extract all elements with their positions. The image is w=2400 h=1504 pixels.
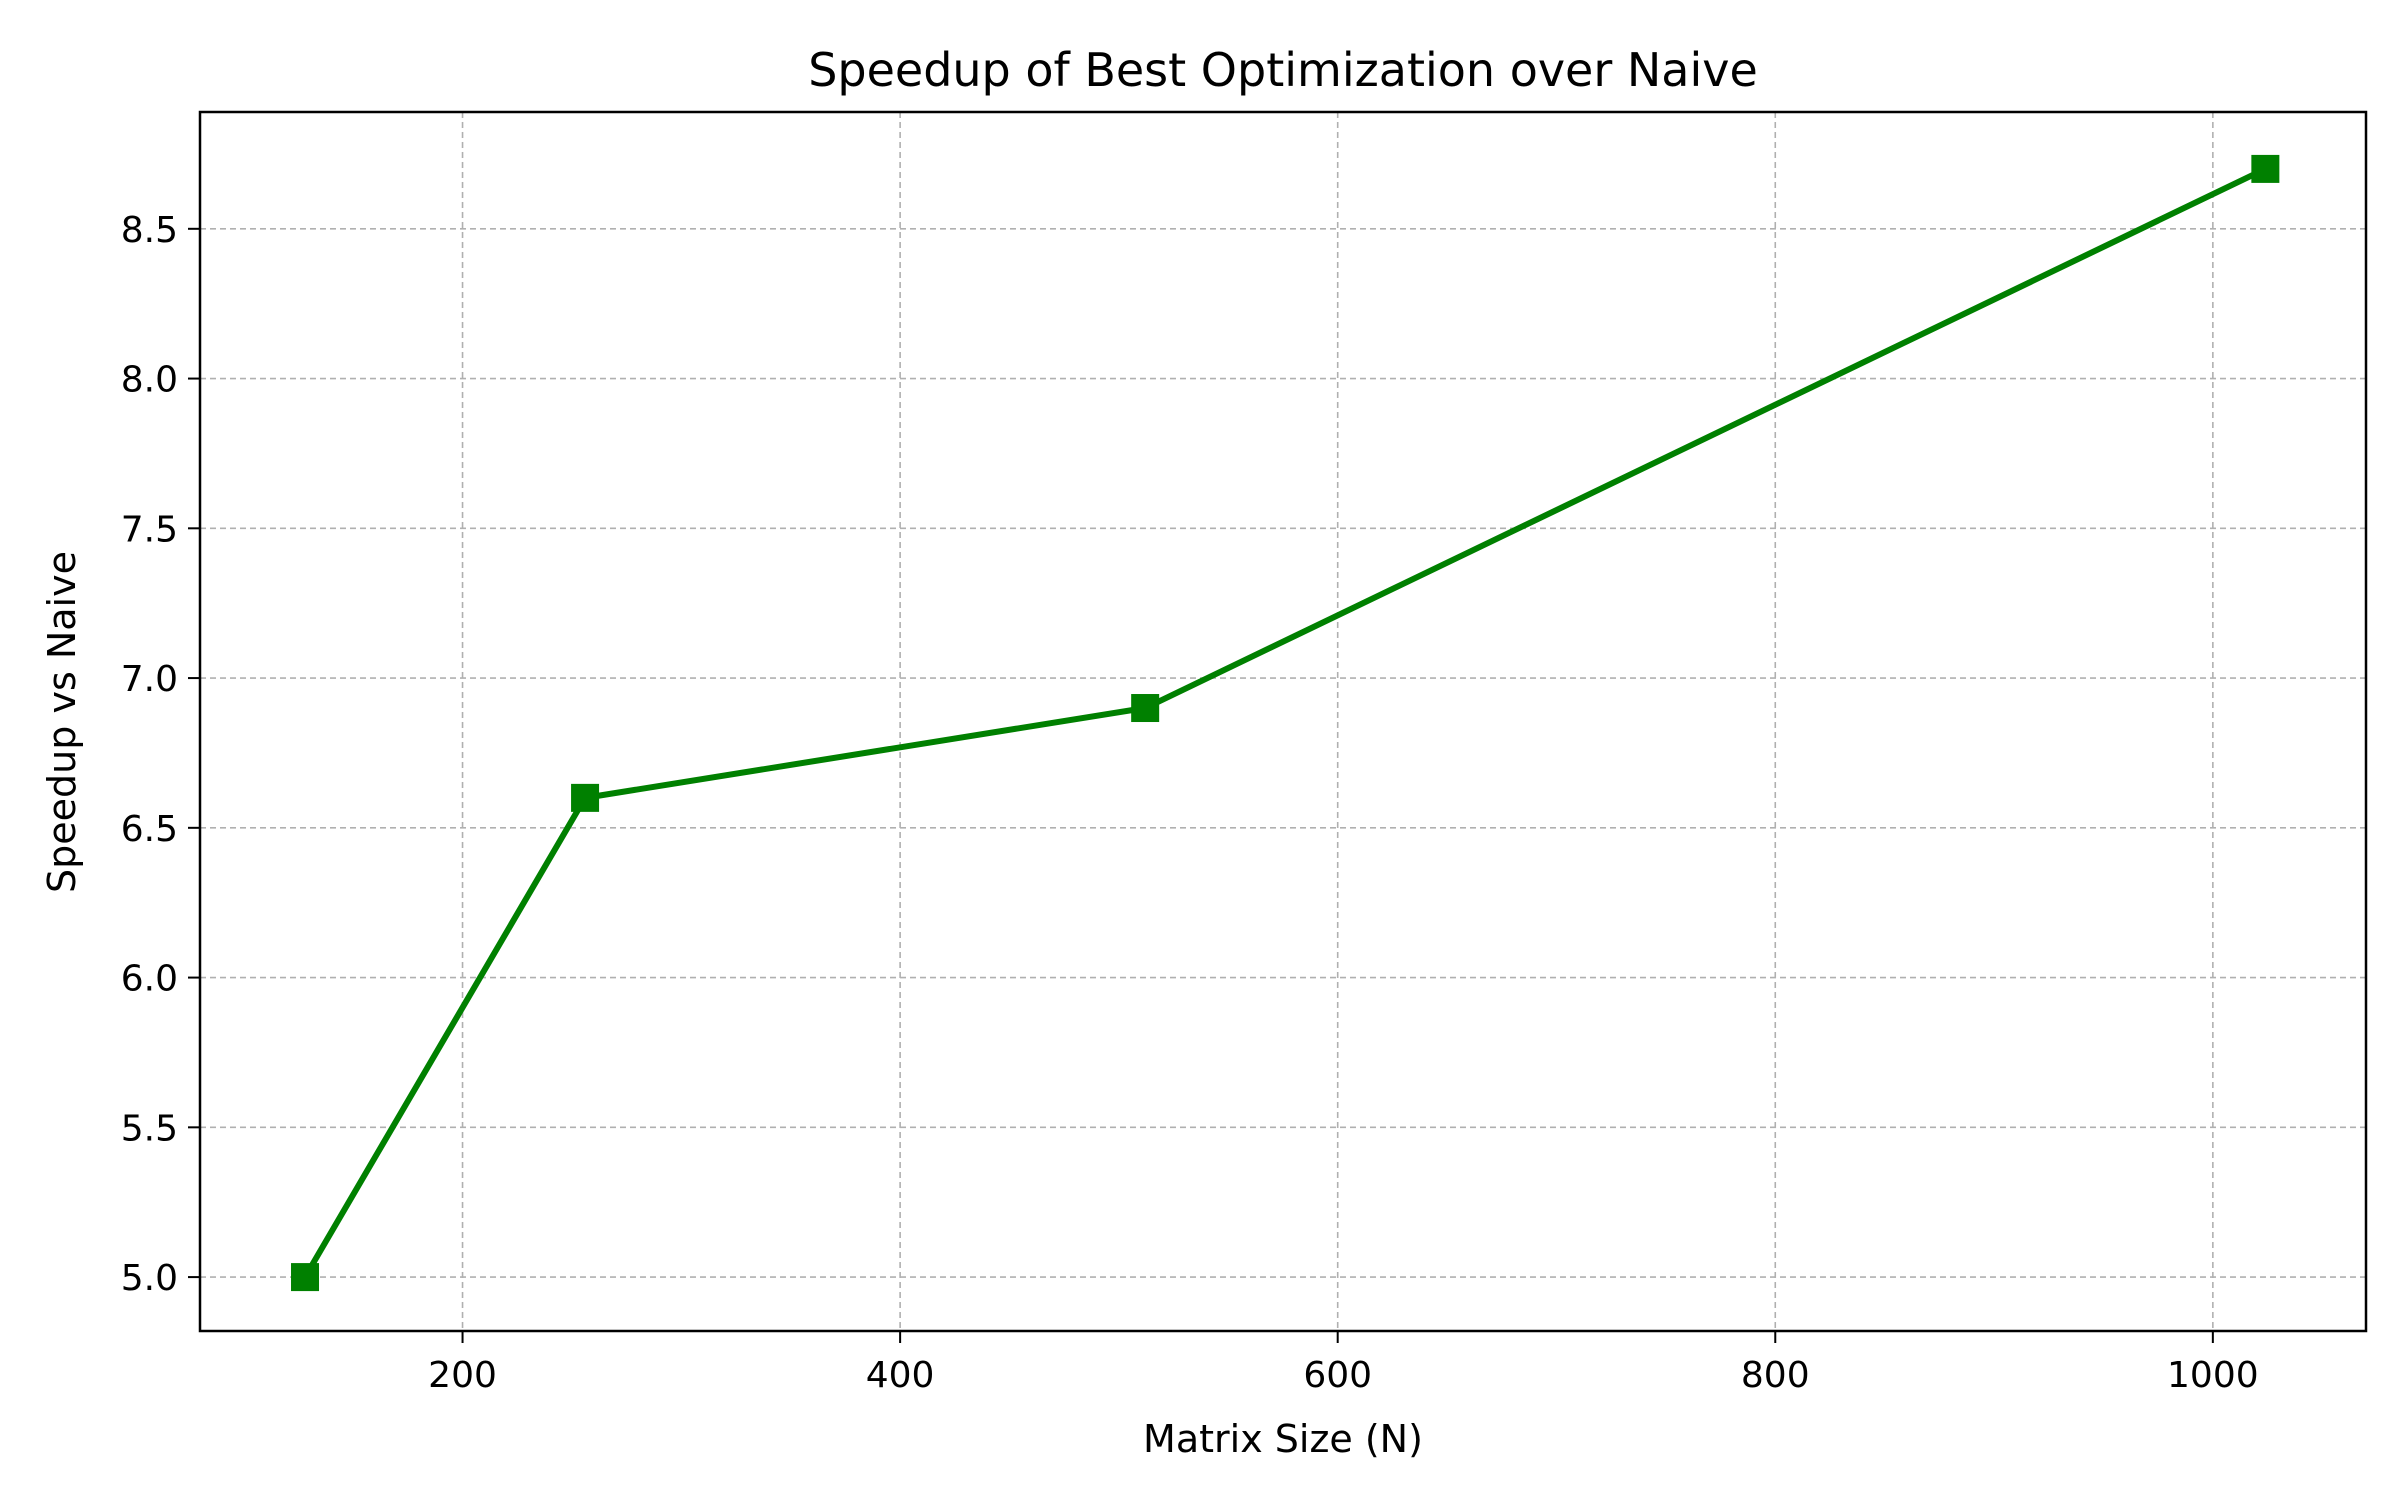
y-tick-label: 6.5 — [121, 809, 178, 850]
y-tick-label: 7.0 — [121, 659, 178, 700]
plot-area-frame — [198, 110, 2368, 1333]
x-tick-label: 600 — [1303, 1355, 1372, 1396]
x-tick-label: 1000 — [2167, 1355, 2259, 1396]
x-tick-label: 200 — [428, 1355, 497, 1396]
y-tick-label: 5.5 — [121, 1108, 178, 1149]
data-point-marker — [2251, 154, 2280, 183]
x-axis-label: Matrix Size (N) — [1143, 1417, 1423, 1461]
data-point-marker — [1131, 694, 1160, 723]
y-axis-ticks: 5.0 5.5 6.0 6.5 7.0 7.5 8.0 8.5 — [121, 210, 200, 1299]
y-tick-label: 6.0 — [121, 959, 178, 1000]
grid-lines — [200, 112, 2366, 1331]
data-point-marker — [571, 783, 600, 812]
series-line — [302, 165, 2269, 1281]
x-tick-label: 400 — [866, 1355, 935, 1396]
y-axis-label: Speedup vs Naive — [40, 551, 84, 893]
x-axis-ticks: 200 400 600 800 1000 — [428, 1331, 2259, 1396]
y-tick-label: 8.0 — [121, 360, 178, 401]
y-tick-label: 5.0 — [121, 1258, 178, 1299]
data-point-marker — [291, 1263, 320, 1292]
data-series — [291, 154, 2280, 1292]
y-tick-label: 7.5 — [121, 509, 178, 550]
chart-title: Speedup of Best Optimization over Naive — [808, 43, 1758, 97]
x-tick-label: 800 — [1741, 1355, 1810, 1396]
y-tick-label: 8.5 — [121, 210, 178, 251]
